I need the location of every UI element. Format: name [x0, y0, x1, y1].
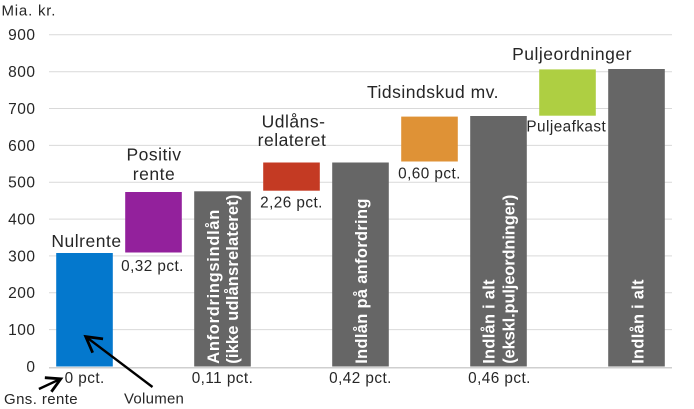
svg-text:Tidsindskud mv.: Tidsindskud mv. — [367, 82, 499, 102]
svg-text:700: 700 — [8, 101, 35, 118]
svg-text:relateret: relateret — [258, 130, 327, 150]
svg-text:0,46 pct.: 0,46 pct. — [468, 370, 531, 387]
svg-text:0 pct.: 0 pct. — [65, 370, 105, 387]
svg-text:Indlån på anfordring: Indlån på anfordring — [353, 198, 371, 364]
svg-text:rente: rente — [133, 164, 175, 184]
svg-text:Indlån i alt: Indlån i alt — [630, 279, 648, 364]
svg-text:2,26 pct.: 2,26 pct. — [260, 194, 323, 211]
svg-text:Mia. kr.: Mia. kr. — [2, 2, 57, 19]
svg-text:100: 100 — [8, 322, 35, 339]
svg-text:0: 0 — [26, 359, 35, 376]
svg-text:(ekskl.puljeordninger): (ekskl.puljeordninger) — [501, 195, 519, 364]
svg-text:0,60 pct.: 0,60 pct. — [398, 165, 461, 182]
svg-text:Volumen: Volumen — [124, 391, 184, 408]
svg-text:600: 600 — [8, 138, 35, 155]
svg-text:0,32 pct.: 0,32 pct. — [121, 258, 184, 275]
svg-text:Anfordringsindlån: Anfordringsindlån — [205, 209, 223, 364]
svg-text:Gns. rente: Gns. rente — [4, 391, 78, 408]
svg-text:900: 900 — [8, 27, 35, 44]
svg-text:200: 200 — [8, 285, 35, 302]
svg-text:Puljeordninger: Puljeordninger — [512, 44, 632, 64]
svg-text:Positiv: Positiv — [126, 144, 181, 164]
svg-text:800: 800 — [8, 64, 35, 81]
svg-text:0,42 pct.: 0,42 pct. — [329, 370, 392, 387]
svg-text:Udlåns-: Udlåns- — [262, 112, 326, 132]
svg-text:500: 500 — [8, 175, 35, 192]
svg-text:Indlån i alt: Indlån i alt — [481, 279, 499, 364]
svg-text:(ikke udlånsrelateret): (ikke udlånsrelateret) — [224, 195, 242, 364]
svg-text:Nulrente: Nulrente — [51, 231, 121, 251]
svg-text:Puljeafkast: Puljeafkast — [526, 118, 606, 135]
svg-text:400: 400 — [8, 212, 35, 229]
svg-text:0,11 pct.: 0,11 pct. — [192, 370, 254, 387]
svg-text:300: 300 — [8, 248, 35, 265]
